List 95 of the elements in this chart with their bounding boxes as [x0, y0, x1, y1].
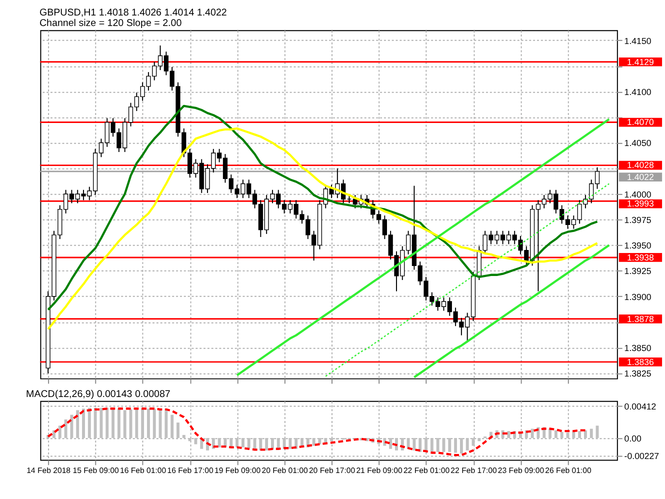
bar — [194, 438, 198, 444]
bar — [560, 432, 564, 438]
x-tick-label: 16 Feb 01:00 — [120, 466, 167, 475]
bar — [412, 438, 416, 450]
bar — [76, 410, 80, 438]
ref-line-label: 1.4022 — [626, 172, 654, 182]
bar — [430, 438, 434, 452]
bar — [466, 438, 469, 450]
bar — [152, 408, 156, 438]
bar — [106, 408, 109, 438]
chart-subtitle: Channel size = 120 Slope = 2.00 — [39, 18, 182, 30]
y-tick-label: 1.3850 — [624, 343, 652, 354]
bar — [271, 438, 274, 450]
bar — [288, 438, 292, 449]
y-tick-label: 1.3975 — [624, 215, 652, 226]
x-tick-label: 20 Feb 01:00 — [262, 466, 308, 475]
x-tick-label: 22 Feb 01:00 — [403, 466, 450, 475]
bar — [100, 408, 103, 438]
bar — [478, 438, 481, 442]
bar — [82, 408, 85, 438]
bar — [454, 438, 458, 453]
bar — [247, 438, 250, 448]
x-tick-label: 26 Feb 01:00 — [545, 466, 592, 475]
bar — [418, 438, 422, 452]
chart-title: MACD(12,26,9) 0.00143 0.00087 — [26, 388, 170, 400]
bar — [324, 438, 328, 443]
ref-line-label: 1.3993 — [626, 198, 654, 209]
bar — [117, 408, 120, 438]
bar — [70, 414, 74, 438]
y-tick-label: 1.3950 — [624, 240, 652, 251]
y-tick-label: 1.4100 — [624, 87, 652, 97]
x-tick-label: 21 Feb 09:00 — [356, 466, 403, 475]
bar — [182, 434, 186, 438]
ref-line-label: 1.4129 — [626, 56, 654, 67]
bar — [164, 408, 168, 438]
y-tick-label: 0.00 — [624, 433, 642, 444]
bar — [135, 408, 138, 438]
y-tick-label: 1.3900 — [624, 292, 652, 302]
bar — [241, 438, 244, 448]
bar — [318, 438, 322, 444]
bar — [146, 408, 150, 438]
y-tick-label: 1.4000 — [624, 189, 652, 200]
bar — [572, 432, 576, 438]
x-tick-label: 22 Feb 17:00 — [450, 466, 498, 475]
y-tick-label: 1.3925 — [624, 266, 652, 276]
bar — [259, 438, 262, 450]
bar — [188, 438, 192, 442]
bar — [141, 408, 144, 438]
ref-line-label: 1.4028 — [626, 160, 654, 170]
line-series — [325, 183, 610, 377]
bar — [578, 431, 582, 438]
y-tick-label: 1.4150 — [624, 36, 652, 46]
bar — [554, 430, 558, 438]
line-series — [46, 104, 598, 311]
bar — [212, 438, 215, 449]
bar — [389, 438, 392, 449]
y-tick-label: -0.00227 — [624, 451, 660, 462]
bar — [507, 431, 510, 438]
line-series — [413, 244, 610, 378]
x-tick-label: 16 Feb 17:00 — [167, 466, 214, 475]
ref-line-label: 1.3938 — [626, 252, 654, 262]
bar — [218, 438, 221, 448]
y-tick-label: 0.00412 — [624, 402, 656, 412]
y-tick-label: 1.3825 — [624, 368, 652, 379]
bar — [265, 438, 268, 450]
bar — [94, 408, 97, 438]
bar — [236, 438, 239, 448]
bar — [176, 422, 180, 438]
bar — [530, 428, 534, 438]
bar — [64, 419, 68, 438]
x-tick-label: 19 Feb 09:00 — [214, 466, 262, 475]
ref-line-label: 1.3836 — [626, 356, 654, 367]
bar — [460, 438, 463, 454]
bar — [123, 410, 126, 438]
bar — [58, 426, 62, 438]
line-series — [236, 118, 610, 376]
chart-title: GBPUSD,H1 1.4018 1.4026 1.4014 1.4022 — [39, 7, 227, 18]
bar — [448, 438, 452, 452]
x-tick-label: 14 Feb 2018 — [26, 466, 72, 475]
bar — [330, 438, 333, 442]
ref-line-label: 1.4070 — [626, 117, 654, 128]
bar — [312, 438, 316, 446]
line-series — [46, 408, 587, 456]
bar — [112, 408, 114, 438]
bar — [436, 438, 440, 452]
bar — [170, 414, 174, 438]
y-tick-label: 1.4050 — [624, 138, 652, 148]
bar — [88, 408, 91, 438]
line-series — [46, 127, 598, 330]
bar — [584, 430, 587, 438]
x-tick-label: 23 Feb 09:00 — [498, 466, 545, 475]
ref-line-label: 1.3878 — [626, 314, 654, 324]
bar — [590, 428, 593, 438]
x-tick-label: 20 Feb 17:00 — [308, 466, 356, 475]
x-tick-label: 15 Feb 09:00 — [72, 466, 120, 475]
